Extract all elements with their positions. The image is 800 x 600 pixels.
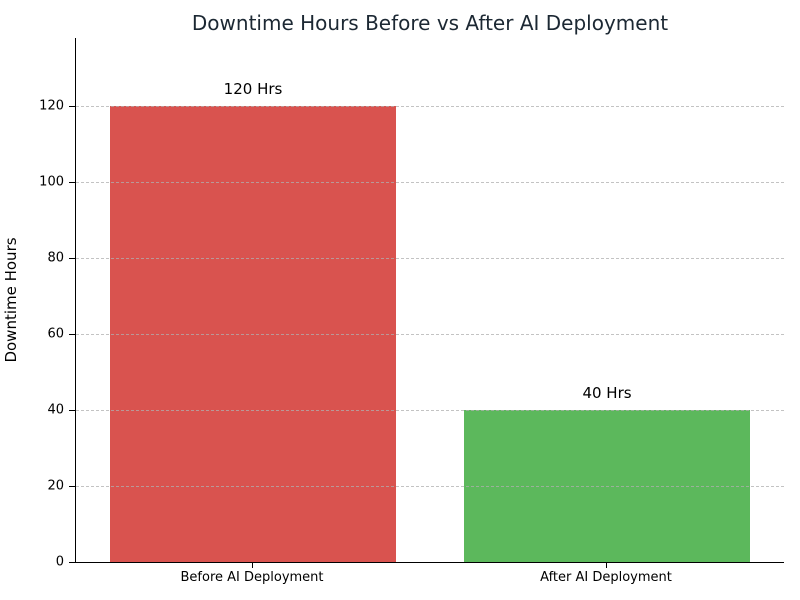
y-tick-label-120: 120 (39, 98, 64, 114)
bar-value-label-0: 120 Hrs (223, 80, 283, 99)
y-tick-label-80: 80 (47, 250, 64, 266)
y-tick-label-40: 40 (47, 402, 64, 418)
y-tick-mark-120 (69, 106, 75, 108)
y-tick-label-100: 100 (39, 174, 64, 190)
y-tick-label-20: 20 (47, 478, 64, 494)
x-tick-mark-0 (252, 563, 253, 568)
y-tick-mark-100 (69, 182, 75, 184)
gridline-y-40 (76, 410, 784, 412)
y-tick-label-0: 0 (55, 554, 64, 570)
y-tick-mark-60 (69, 334, 75, 336)
y-tick-mark-0 (69, 562, 75, 563)
gridline-y-60 (76, 334, 784, 336)
y-tick-mark-20 (69, 486, 75, 488)
x-tick-label-1: After AI Deployment (540, 570, 672, 585)
y-tick-mark-40 (69, 410, 75, 412)
gridline-y-120 (76, 106, 784, 108)
chart-title: Downtime Hours Before vs After AI Deploy… (191, 11, 669, 35)
y-tick-label-60: 60 (47, 326, 64, 342)
x-tick-label-0: Before AI Deployment (180, 570, 324, 585)
gridline-y-80 (76, 258, 784, 260)
plot-area: 120 Hrs 40 Hrs (75, 38, 784, 563)
x-tick-mark-1 (606, 563, 607, 568)
gridline-y-20 (76, 486, 784, 488)
y-tick-mark-80 (69, 258, 75, 260)
bar-value-label-1: 40 Hrs (582, 384, 632, 403)
gridline-y-100 (76, 182, 784, 184)
